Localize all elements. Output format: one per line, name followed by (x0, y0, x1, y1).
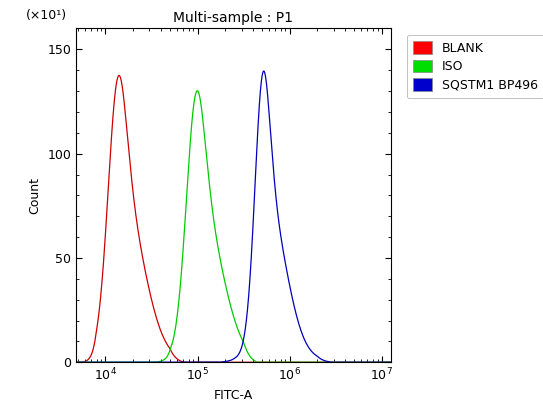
Y-axis label: Count: Count (29, 177, 42, 214)
Title: Multi-sample : P1: Multi-sample : P1 (174, 11, 293, 24)
Legend: BLANK, ISO, SQSTM1 BP496: BLANK, ISO, SQSTM1 BP496 (407, 35, 543, 98)
X-axis label: FITC-A: FITC-A (214, 389, 253, 402)
Text: (×10¹): (×10¹) (26, 9, 67, 22)
